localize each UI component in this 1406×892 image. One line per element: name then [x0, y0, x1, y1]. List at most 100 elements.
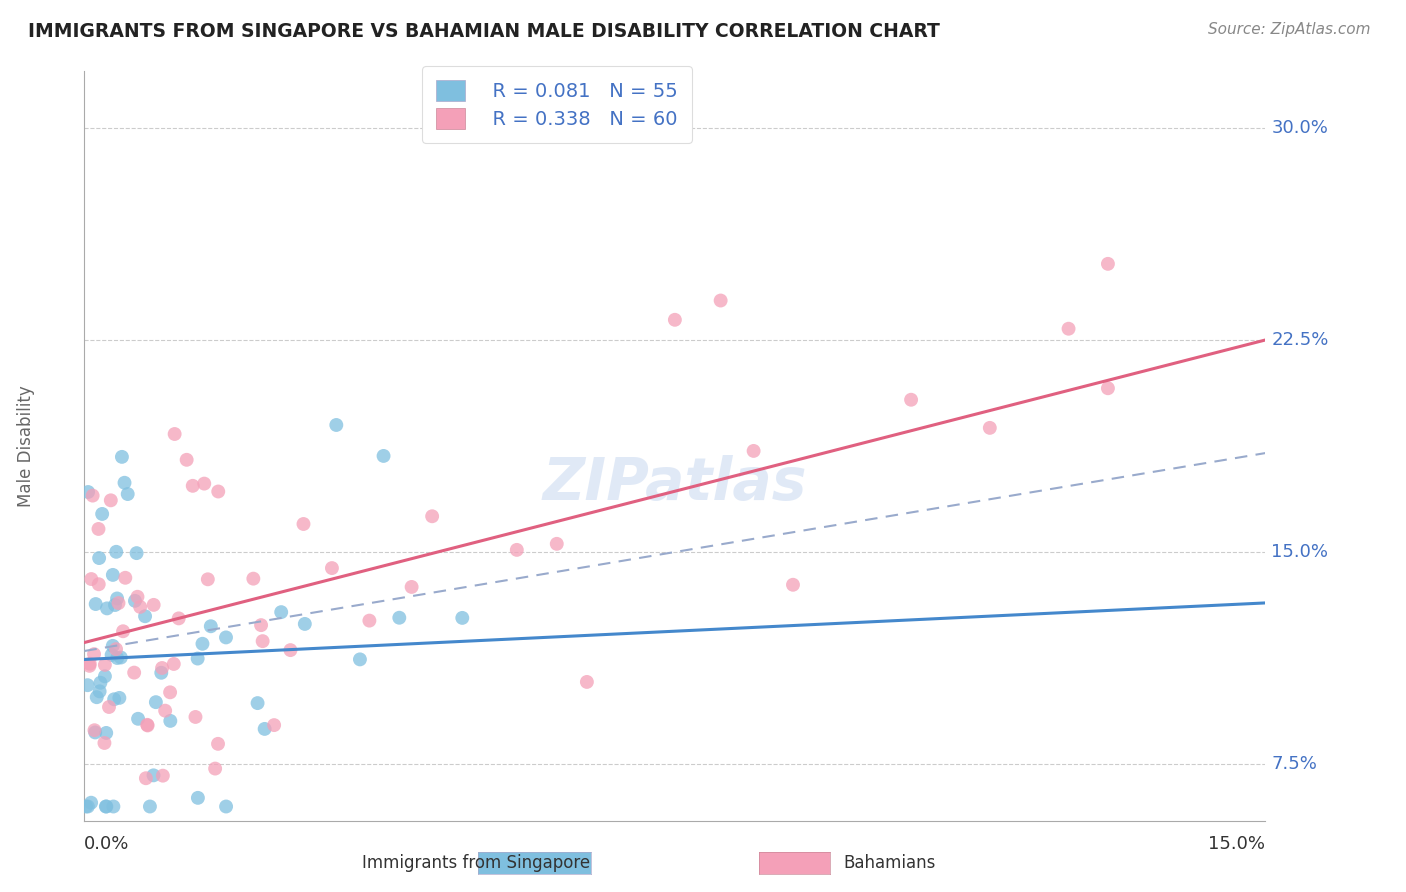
- Text: Male Disability: Male Disability: [17, 385, 35, 507]
- Point: [1097, 381, 1119, 395]
- Point: [124, 594, 146, 608]
- Point: [127, 712, 149, 726]
- Legend:   R = 0.081   N = 55,   R = 0.338   N = 60: R = 0.081 N = 55, R = 0.338 N = 60: [422, 66, 692, 143]
- Point: [112, 624, 135, 639]
- Point: [94, 669, 117, 683]
- Point: [710, 293, 733, 308]
- Point: [84, 597, 107, 611]
- Point: [134, 609, 156, 624]
- Point: [184, 710, 207, 724]
- Point: [127, 590, 149, 604]
- Point: [1097, 257, 1119, 271]
- Point: [294, 616, 316, 631]
- Point: [270, 605, 292, 619]
- Point: [76, 678, 98, 692]
- Point: [105, 642, 128, 657]
- Text: IMMIGRANTS FROM SINGAPORE VS BAHAMIAN MALE DISABILITY CORRELATION CHART: IMMIGRANTS FROM SINGAPORE VS BAHAMIAN MA…: [28, 22, 941, 41]
- Point: [100, 493, 122, 508]
- Point: [215, 631, 238, 645]
- Point: [80, 572, 103, 586]
- Point: [253, 722, 276, 736]
- Point: [82, 489, 104, 503]
- Point: [105, 591, 128, 606]
- Point: [193, 476, 215, 491]
- Point: [142, 768, 165, 782]
- Point: [150, 661, 173, 675]
- Point: [191, 637, 214, 651]
- Point: [388, 611, 411, 625]
- Point: [107, 596, 129, 610]
- Point: [246, 696, 269, 710]
- Point: [129, 599, 152, 614]
- Text: 30.0%: 30.0%: [1271, 119, 1329, 136]
- Point: [79, 658, 101, 673]
- Text: Bahamians: Bahamians: [844, 855, 936, 872]
- Point: [187, 651, 209, 665]
- Point: [546, 537, 568, 551]
- Point: [91, 507, 114, 521]
- Point: [122, 665, 145, 680]
- Point: [101, 568, 124, 582]
- Point: [420, 509, 443, 524]
- Point: [117, 487, 139, 501]
- Point: [197, 572, 219, 586]
- Point: [89, 675, 111, 690]
- Point: [114, 475, 136, 490]
- Point: [325, 417, 347, 432]
- Point: [153, 704, 176, 718]
- Point: [163, 427, 186, 442]
- Point: [94, 657, 117, 672]
- Point: [152, 769, 174, 783]
- Point: [242, 572, 264, 586]
- Point: [176, 452, 198, 467]
- Point: [136, 718, 159, 732]
- Point: [215, 799, 238, 814]
- Point: [94, 799, 117, 814]
- Point: [93, 736, 115, 750]
- Point: [252, 634, 274, 648]
- Point: [204, 762, 226, 776]
- Point: [89, 684, 111, 698]
- Point: [114, 571, 136, 585]
- Text: 7.5%: 7.5%: [1271, 756, 1317, 773]
- Point: [100, 648, 122, 662]
- Text: 0.0%: 0.0%: [84, 835, 129, 853]
- Point: [979, 421, 1001, 435]
- Point: [79, 657, 101, 671]
- Point: [87, 577, 110, 591]
- Point: [83, 723, 105, 738]
- Point: [110, 650, 132, 665]
- Text: Immigrants from Singapore: Immigrants from Singapore: [363, 855, 591, 872]
- Point: [401, 580, 423, 594]
- Point: [187, 790, 209, 805]
- Point: [263, 718, 285, 732]
- Text: 15.0%: 15.0%: [1271, 543, 1329, 561]
- Point: [98, 700, 121, 714]
- Point: [167, 611, 190, 625]
- Point: [292, 516, 315, 531]
- Point: [250, 618, 273, 632]
- Point: [136, 718, 159, 732]
- Point: [575, 675, 598, 690]
- Point: [181, 479, 204, 493]
- Point: [163, 657, 186, 671]
- Text: 15.0%: 15.0%: [1208, 835, 1265, 853]
- Point: [150, 665, 173, 680]
- Point: [96, 601, 118, 615]
- Point: [135, 771, 157, 785]
- Point: [96, 726, 118, 740]
- Point: [96, 799, 118, 814]
- Text: ZIPatlas: ZIPatlas: [543, 455, 807, 512]
- Point: [86, 690, 108, 705]
- Point: [207, 737, 229, 751]
- Point: [139, 799, 162, 814]
- Point: [200, 619, 222, 633]
- Point: [664, 313, 686, 327]
- Point: [80, 796, 103, 810]
- Point: [1057, 322, 1080, 336]
- Point: [321, 561, 343, 575]
- Point: [207, 484, 229, 499]
- Point: [900, 392, 922, 407]
- Point: [87, 522, 110, 536]
- Point: [108, 690, 131, 705]
